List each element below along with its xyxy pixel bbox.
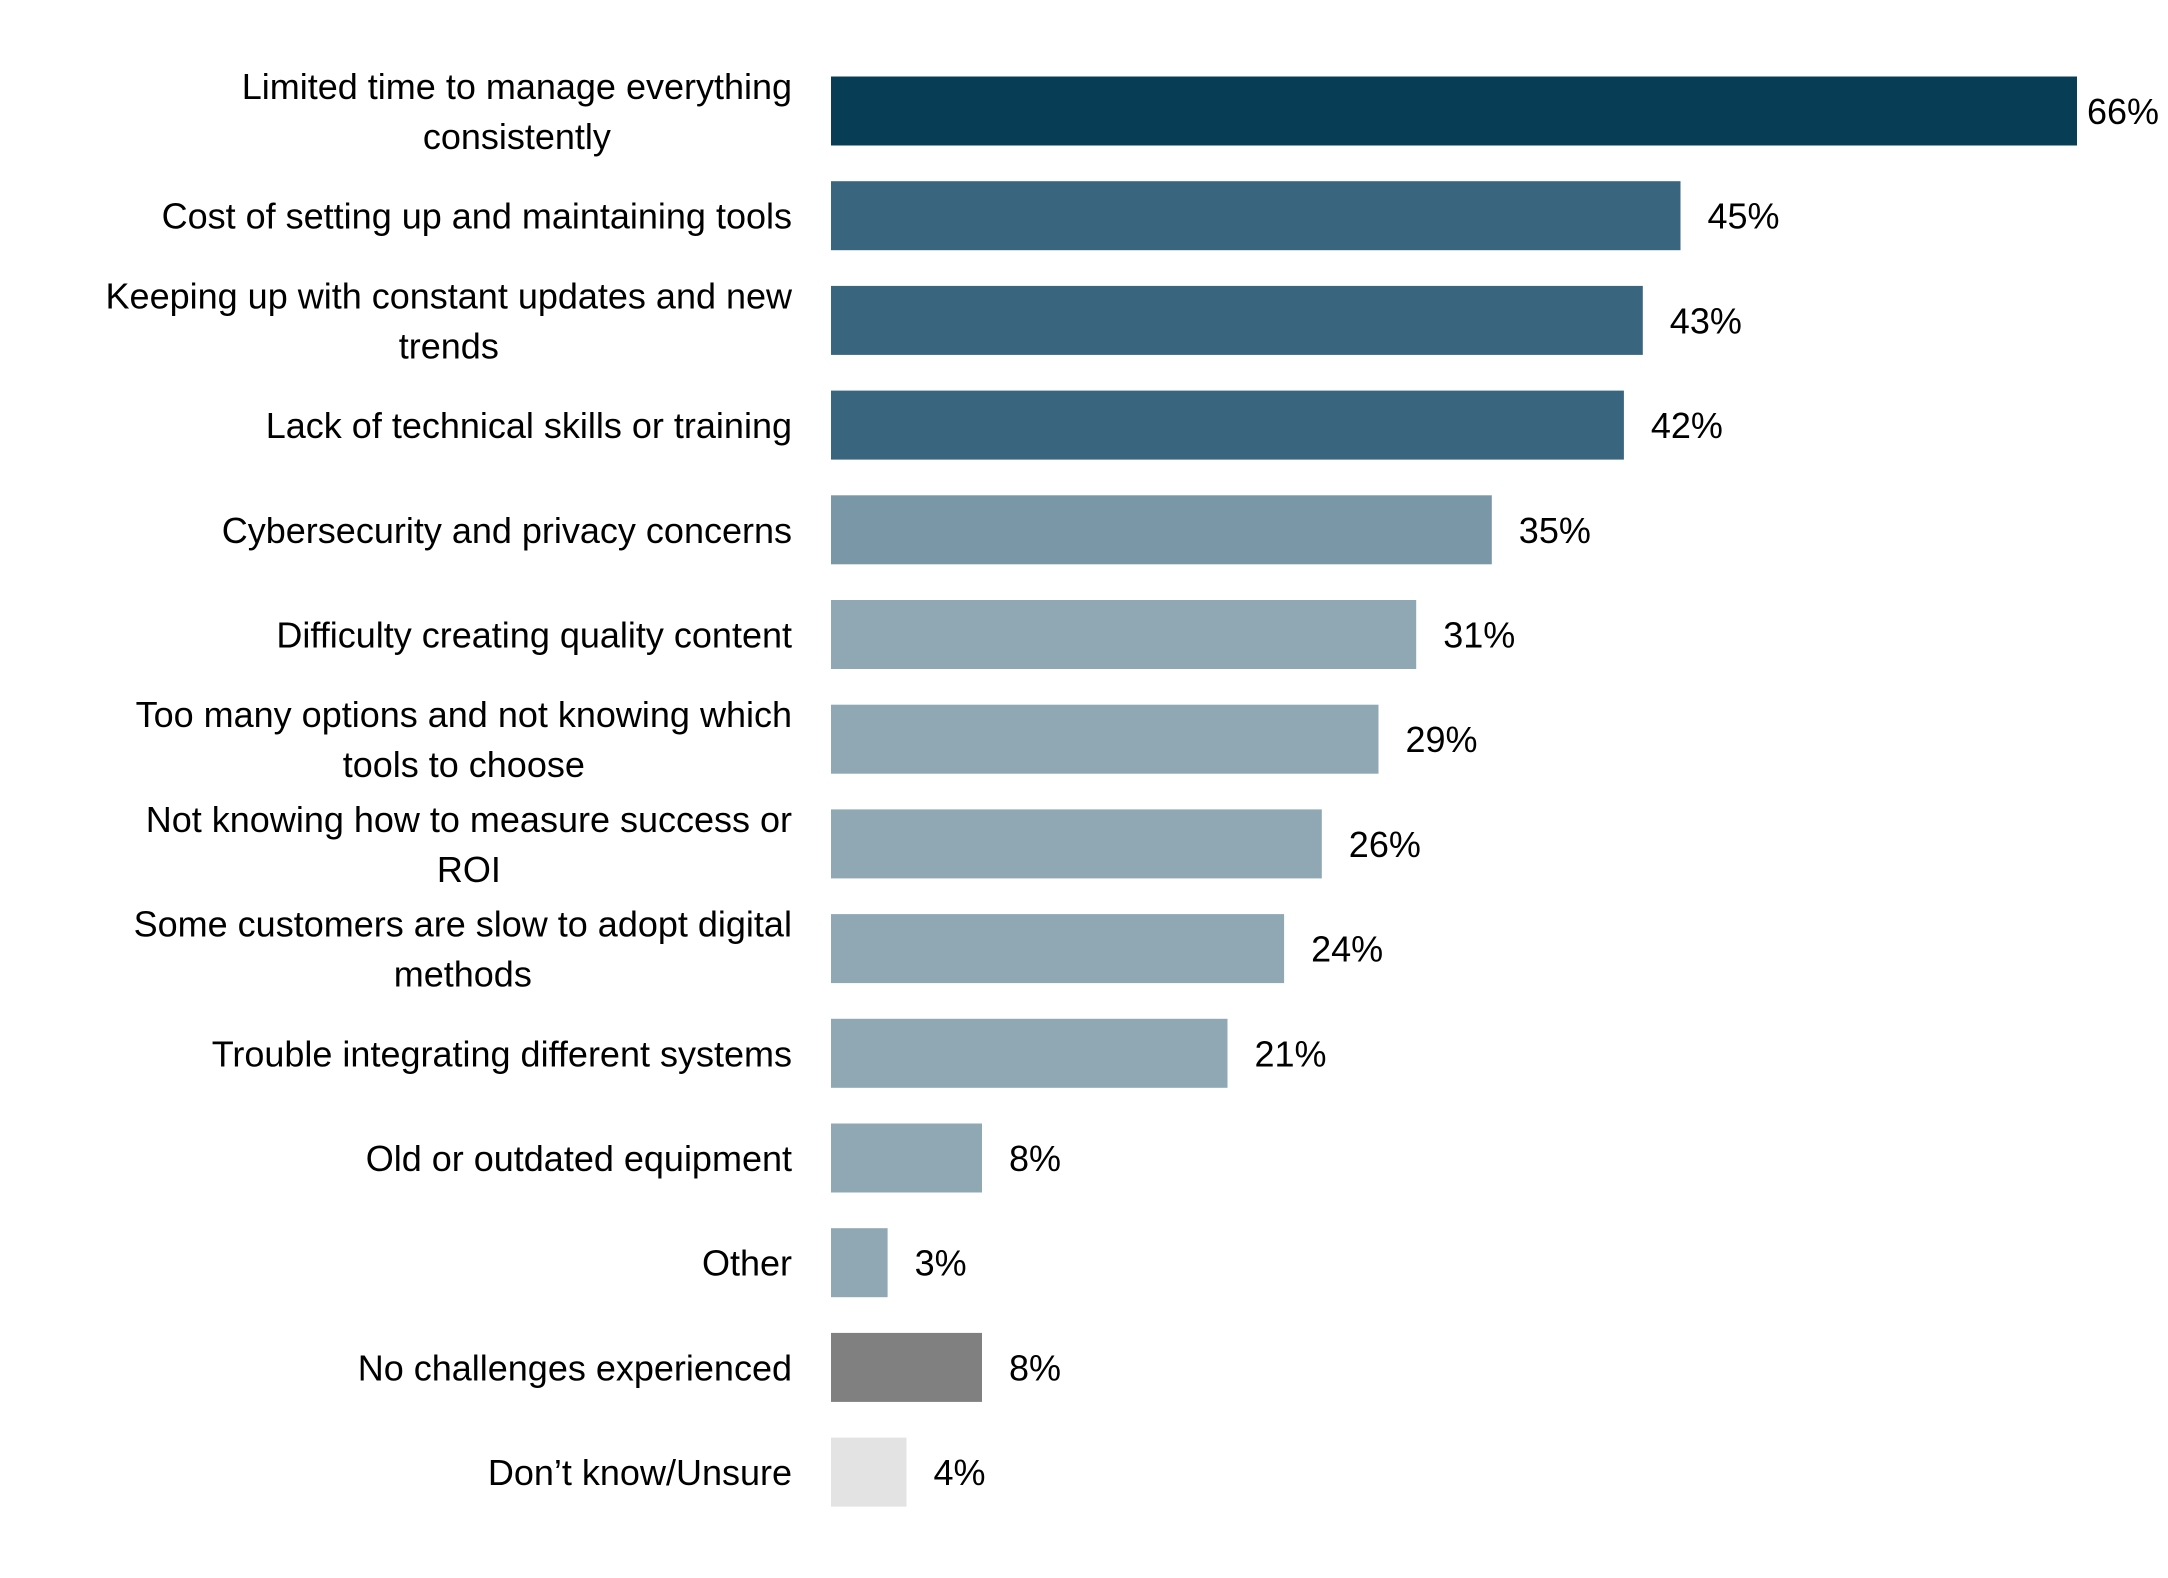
category-label-7-line-1: Too many options and not knowing which — [136, 694, 792, 735]
category-label-8-line-2: ROI — [437, 849, 501, 890]
category-label-5: Cybersecurity and privacy concerns — [222, 510, 792, 551]
bar-9 — [831, 914, 1285, 984]
category-label-1: Limited time to manage everything consist… — [242, 66, 792, 157]
value-label-12: 3% — [915, 1243, 967, 1284]
value-labels: 66% 45% 43% 42% 35% 31% 29% 26% 24% 21% 8% 3% 8% 4% — [915, 91, 2159, 1493]
value-label-1: 66% — [2087, 91, 2159, 132]
bar-6 — [831, 600, 1417, 669]
category-label-8-line-1: Not knowing how to measure success or — [146, 799, 792, 840]
bar-14 — [831, 1437, 907, 1507]
category-label-13: No challenges experienced — [358, 1347, 792, 1388]
value-label-9: 24% — [1311, 929, 1383, 970]
value-label-13: 8% — [1009, 1347, 1061, 1388]
category-label-1-line-1: Limited time to manage everything — [242, 66, 792, 107]
category-label-2: Cost of setting up and maintaining tools — [162, 196, 792, 237]
category-label-3-line-1: Keeping up with constant updates and new — [106, 275, 793, 316]
value-label-2: 45% — [1708, 196, 1780, 237]
category-label-12: Other — [702, 1243, 792, 1284]
category-label-7: Too many options and not knowing which to… — [136, 694, 792, 785]
bar-2 — [831, 181, 1681, 251]
category-labels: Limited time to manage everything consist… — [106, 66, 793, 1493]
category-label-14: Don’t know/Unsure — [488, 1452, 792, 1493]
bar-11 — [831, 1123, 982, 1193]
category-label-4: Lack of technical skills or training — [266, 405, 792, 446]
bar-4 — [831, 390, 1624, 460]
category-label-9-line-2: methods — [394, 954, 532, 995]
category-label-8: Not knowing how to measure success or ROI — [146, 799, 792, 890]
value-label-8: 26% — [1349, 824, 1421, 865]
category-label-6: Difficulty creating quality content — [276, 615, 792, 656]
value-label-5: 35% — [1519, 510, 1591, 551]
bars — [831, 76, 2077, 1507]
category-label-9-line-1: Some customers are slow to adopt digital — [134, 904, 792, 945]
value-label-4: 42% — [1651, 405, 1723, 446]
category-label-3-line-2: trends — [399, 325, 499, 366]
bar-5 — [831, 495, 1492, 565]
bar-1 — [831, 76, 2077, 146]
value-label-7: 29% — [1406, 719, 1478, 760]
bar-8 — [831, 809, 1322, 879]
category-label-9: Some customers are slow to adopt digital… — [134, 904, 792, 995]
category-label-11: Old or outdated equipment — [366, 1138, 792, 1179]
category-label-3: Keeping up with constant updates and new… — [106, 275, 793, 366]
bar-12 — [831, 1228, 888, 1298]
category-label-7-line-2: tools to choose — [343, 744, 585, 785]
category-label-1-line-2: consistently — [423, 116, 611, 157]
bar-10 — [831, 1018, 1228, 1088]
bar-13 — [831, 1332, 982, 1402]
value-label-3: 43% — [1670, 300, 1742, 341]
value-label-11: 8% — [1009, 1138, 1061, 1179]
value-label-10: 21% — [1255, 1033, 1327, 1074]
category-label-10: Trouble integrating different systems — [212, 1033, 792, 1074]
value-label-6: 31% — [1443, 615, 1515, 656]
bar-7 — [831, 704, 1379, 774]
bar-3 — [831, 285, 1643, 355]
value-label-14: 4% — [934, 1452, 986, 1493]
